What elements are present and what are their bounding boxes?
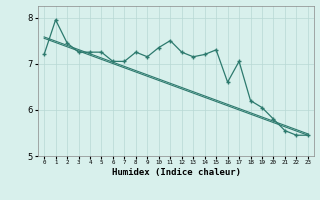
X-axis label: Humidex (Indice chaleur): Humidex (Indice chaleur) <box>111 168 241 177</box>
